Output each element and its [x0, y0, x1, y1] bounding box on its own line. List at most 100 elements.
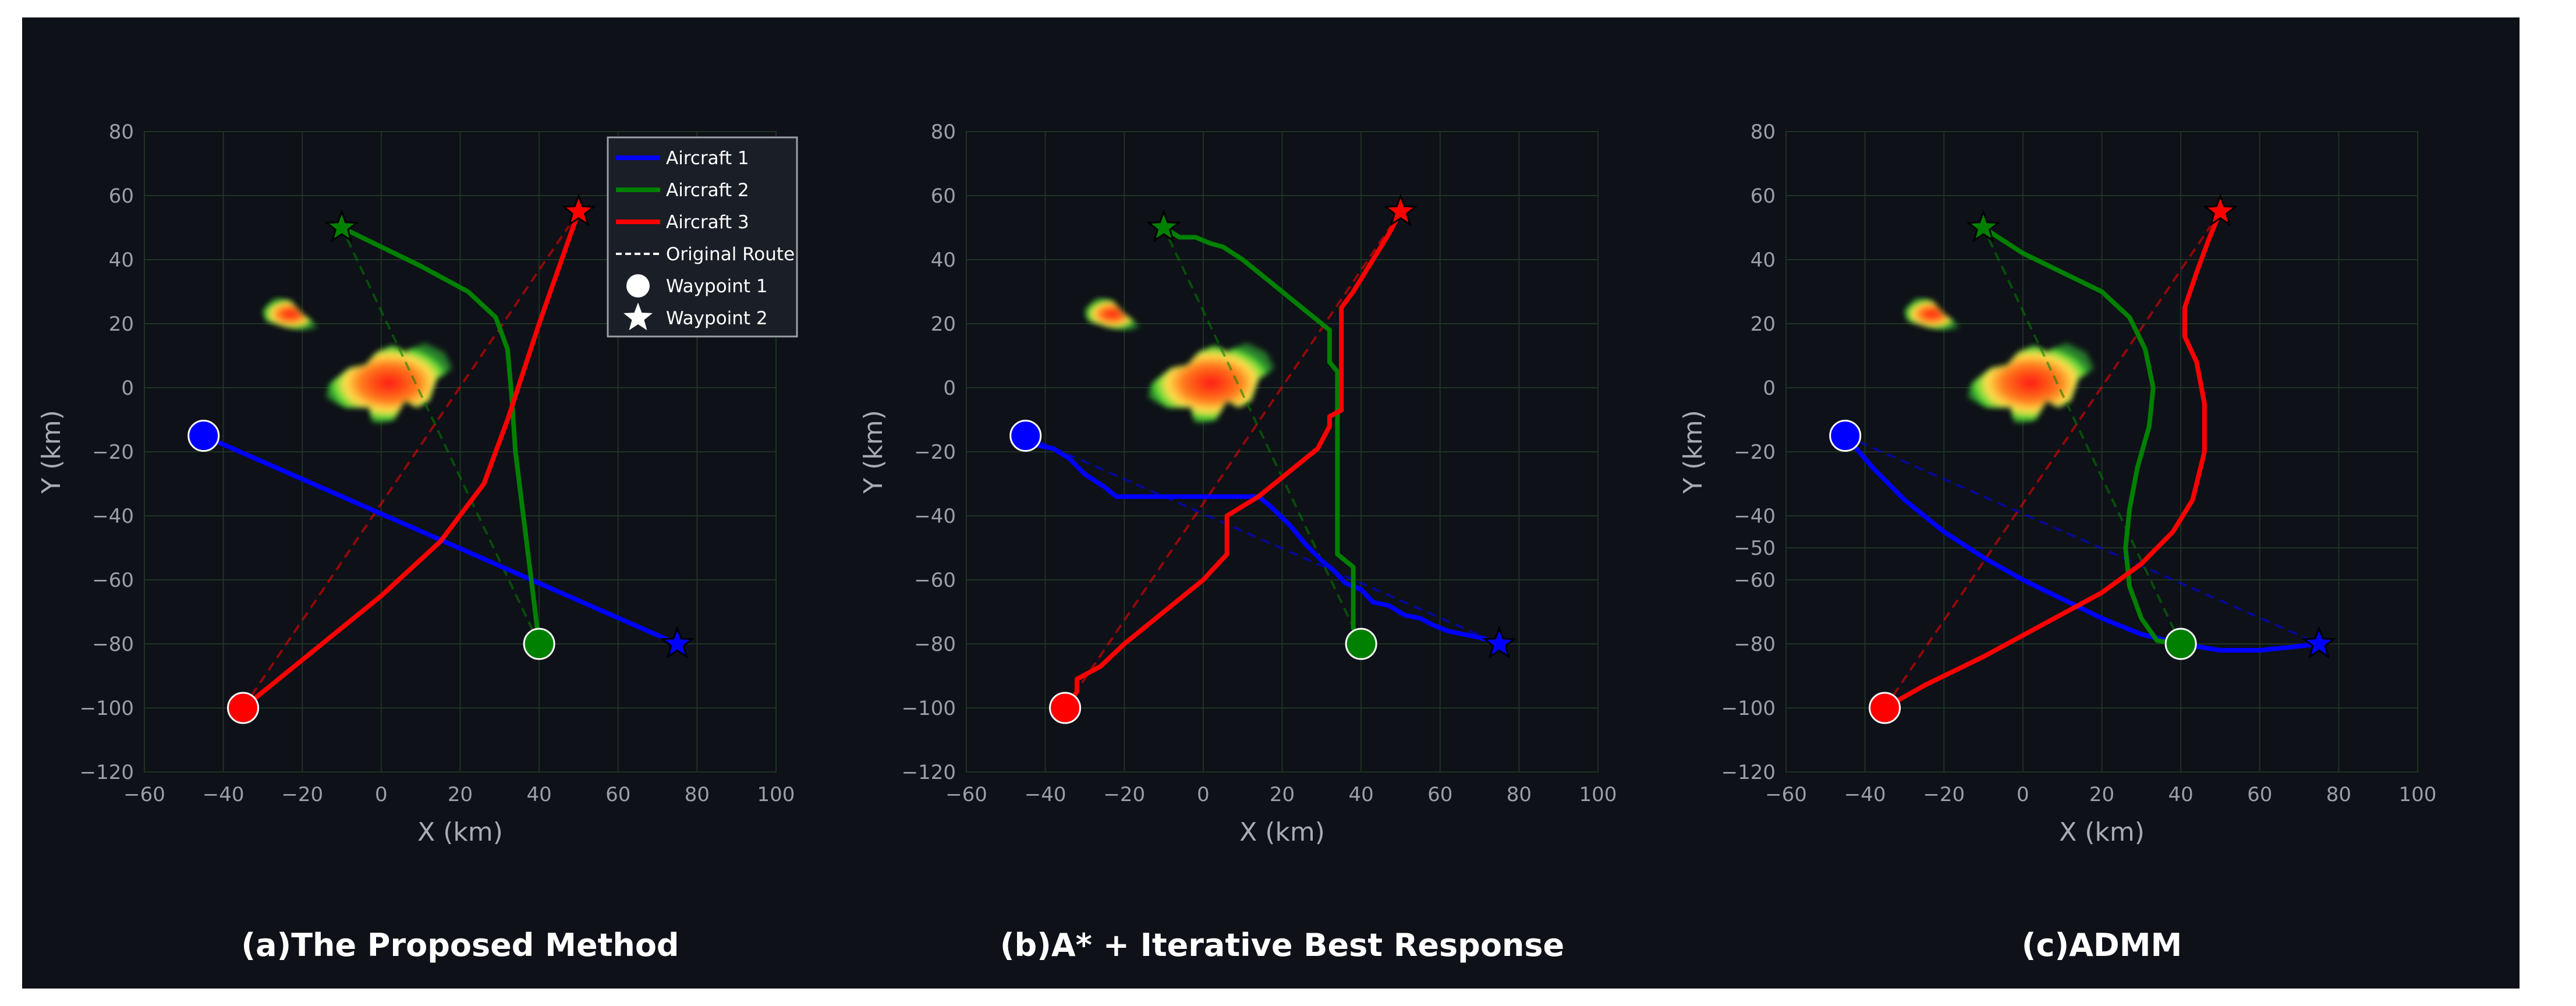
y-tick-label: −40: [914, 505, 956, 528]
waypoint-2-marker: [1966, 209, 2001, 243]
obstacle-cloud: [1904, 298, 1960, 330]
original-route-line: [1025, 434, 1500, 645]
y-tick-label: −120: [80, 761, 134, 784]
y-tick-label: −100: [1721, 697, 1776, 720]
original-route-line: [1064, 211, 1402, 709]
y-tick-label: −60: [914, 569, 956, 592]
x-axis-label: X (km): [2059, 817, 2145, 847]
legend-label: Aircraft 2: [666, 180, 749, 201]
x-tick-label: 0: [2017, 783, 2029, 806]
x-tick-label: 40: [526, 783, 551, 806]
y-tick-label: 0: [1763, 377, 1776, 400]
original-route-line: [1883, 211, 2221, 709]
y-tick-label: −60: [92, 569, 134, 592]
y-tick-label: −80: [92, 633, 134, 656]
waypoint-1-marker: [1829, 420, 1862, 452]
y-tick-label: 40: [1751, 249, 1776, 272]
subplot-2: −60 −40 −20 0 20 40 60 80 100 −120 −100 −80 −60 −40 −2…: [859, 121, 1617, 964]
waypoint-2-marker: [1482, 625, 1517, 659]
obstacle-cloud: [1085, 298, 1140, 330]
y-tick-label: 60: [1751, 185, 1776, 208]
trajectory-line: [1842, 433, 2322, 653]
waypoint-2-marker: [561, 193, 596, 226]
trajectory-line: [1023, 433, 1502, 646]
obstacle-cloud: [1967, 343, 2094, 423]
x-tick-label: −20: [1923, 783, 1965, 806]
y-tick-label: 80: [931, 121, 956, 144]
y-tick-label: −20: [1734, 441, 1776, 464]
trajectory-line: [339, 225, 542, 646]
x-tick-label: 0: [375, 783, 388, 806]
obstacle-cloud: [325, 343, 452, 423]
figure-panel: −60 −40 −20 0 20 40 60 80 100 −120 −100 −80 −60 −40 −2…: [22, 17, 2520, 989]
x-tick-label: 80: [685, 783, 710, 806]
y-tick-label: 20: [1751, 313, 1776, 336]
waypoint-1-marker: [1345, 628, 1377, 660]
x-tick-label: 100: [2399, 783, 2437, 806]
y-tick-label: −120: [902, 761, 956, 784]
legend: Aircraft 1 Aircraft 2 Aircraft 3 Original R…: [607, 136, 798, 338]
waypoint-1-marker: [1049, 692, 1082, 724]
x-axis-label: X (km): [417, 817, 503, 847]
y-tick-label: −40: [92, 505, 134, 528]
y-tick-label: −80: [1734, 633, 1776, 656]
y-tick-label: −20: [92, 441, 134, 464]
y-tick-label: 0: [121, 377, 134, 400]
legend-star-swatch: [623, 302, 653, 331]
waypoint-2-marker: [1146, 209, 1181, 243]
subplot-3: −60 −40 −20 0 20 40 60 80 100 −120 −100 −80 −60 −50 −4…: [1678, 121, 2436, 964]
x-tick-label: −20: [1103, 783, 1145, 806]
x-tick-label: 20: [448, 783, 473, 806]
legend-box: [607, 136, 798, 338]
x-tick-label: −40: [1025, 783, 1066, 806]
y-tick-label: 20: [931, 313, 956, 336]
waypoint-2-marker: [2203, 193, 2238, 226]
subplot-1: −60 −40 −20 0 20 40 60 80 100 −120 −100 −80 −60 −40 −2…: [37, 121, 798, 964]
y-axis-label: Y (km): [859, 410, 888, 494]
trajectory-line: [1062, 209, 1403, 710]
y-tick-label: −40: [1734, 505, 1776, 528]
y-tick-label: 80: [1751, 121, 1776, 144]
y-axis-label: Y (km): [1678, 410, 1708, 494]
original-route-line: [1844, 434, 2320, 645]
x-tick-label: −40: [203, 783, 245, 806]
x-tick-label: −20: [281, 783, 323, 806]
x-tick-label: 80: [1507, 783, 1532, 806]
y-tick-label: 60: [109, 185, 134, 208]
trajectory-line: [1161, 225, 1364, 646]
x-tick-label: 100: [757, 783, 795, 806]
legend-label: Original Route: [666, 244, 795, 265]
original-route-line: [341, 227, 540, 644]
original-route-line: [1163, 227, 1362, 644]
legend-label: Waypoint 1: [666, 276, 768, 297]
waypoint-1-marker: [187, 420, 220, 452]
obstacle-cloud: [263, 298, 318, 330]
y-tick-label: −120: [1721, 761, 1776, 784]
obstacle-cloud: [1147, 343, 1274, 423]
x-tick-label: −40: [1844, 783, 1886, 806]
legend-label: Aircraft 3: [666, 212, 749, 233]
x-tick-label: 40: [1348, 783, 1373, 806]
figure-svg: −60 −40 −20 0 20 40 60 80 100 −120 −100 −80 −60 −40 −2…: [37, 121, 2436, 964]
y-tick-label: −80: [914, 633, 956, 656]
legend-circle-swatch: [626, 274, 650, 297]
legend-label: Waypoint 2: [666, 308, 768, 329]
y-tick-label: 60: [931, 185, 956, 208]
y-tick-label: −20: [914, 441, 956, 464]
waypoint-1-marker: [1009, 420, 1042, 452]
y-tick-label: 80: [109, 121, 134, 144]
original-route-line: [1982, 227, 2182, 644]
waypoint-1-marker: [2164, 628, 2197, 660]
subplot-caption: (b)A* + Iterative Best Response: [1000, 927, 1564, 964]
x-axis-label: X (km): [1239, 817, 1325, 847]
x-tick-label: 20: [2089, 783, 2114, 806]
subplot-caption: (a)The Proposed Method: [241, 927, 679, 964]
y-tick-label: −50: [1734, 537, 1776, 560]
trajectory-line: [1981, 225, 2184, 646]
x-tick-label: −60: [945, 783, 987, 806]
x-tick-label: 100: [1579, 783, 1617, 806]
waypoint-1-marker: [523, 628, 555, 660]
y-tick-label: −100: [80, 697, 134, 720]
trajectory-line: [1882, 209, 2223, 710]
x-tick-label: 0: [1197, 783, 1210, 806]
